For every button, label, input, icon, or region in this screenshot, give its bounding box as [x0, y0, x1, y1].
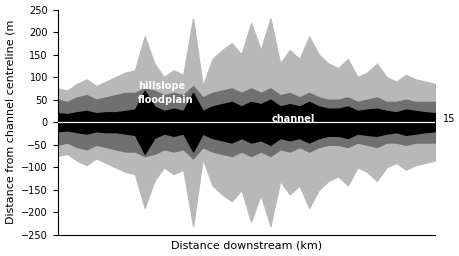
Text: channel: channel	[271, 114, 314, 124]
Y-axis label: Distance from channel centreline (m: Distance from channel centreline (m	[6, 20, 16, 225]
Text: 15: 15	[442, 114, 454, 124]
Text: hillslope: hillslope	[138, 81, 185, 91]
Text: floodplain: floodplain	[138, 95, 193, 105]
X-axis label: Distance downstream (km): Distance downstream (km)	[170, 240, 321, 250]
